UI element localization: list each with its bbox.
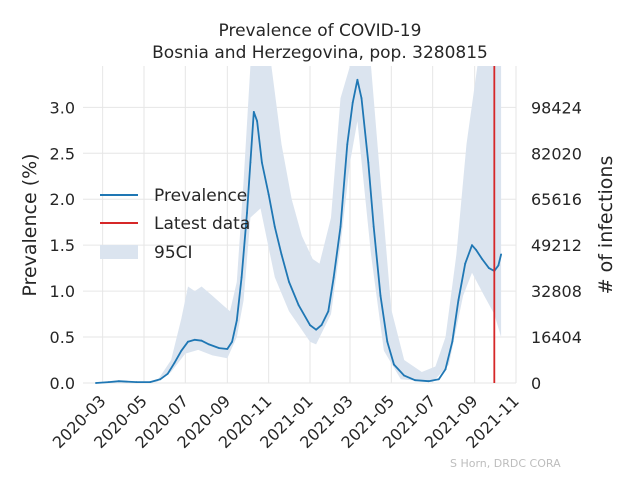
y-axis-label: Prevalence (%)	[19, 153, 41, 296]
prevalence-point	[118, 380, 120, 383]
prevalence-point	[200, 339, 203, 342]
y-tick-label: 1.0	[50, 282, 75, 301]
prevalence-point	[427, 380, 430, 383]
prevalence-point	[346, 143, 349, 146]
prevalence-point	[475, 248, 477, 251]
prevalence-point	[95, 382, 97, 384]
prevalence-point	[327, 310, 330, 313]
prevalence-point	[231, 340, 234, 343]
prevalence-point	[464, 262, 467, 265]
y-tick-label: 2.0	[50, 190, 75, 209]
prevalence-line	[95, 78, 502, 384]
y2-tick-label: 32808	[531, 282, 582, 301]
y2-axis-label: # of infections	[595, 156, 617, 295]
chart-title: Prevalence of COVID-19	[219, 21, 422, 41]
legend-ci-swatch	[100, 245, 138, 259]
prevalence-point	[393, 363, 395, 366]
y-tick-label: 0.5	[50, 328, 75, 347]
y2-tick-label: 65616	[531, 190, 582, 209]
y2-tick-label: 16404	[531, 328, 582, 347]
prevalence-point	[414, 379, 416, 382]
ci-band-layer	[95, 66, 502, 383]
prevalence-point	[332, 276, 335, 279]
prevalence-point	[226, 348, 229, 350]
prevalence-point	[457, 299, 460, 302]
prevalence-point	[252, 111, 255, 113]
chart-subtitle: Bosnia and Herzegovina, pop. 3280815	[152, 43, 488, 63]
prevalence-point	[351, 101, 354, 104]
prevalence-point	[437, 378, 440, 381]
y2-tick-label: 0	[531, 374, 541, 393]
prevalence-point	[500, 253, 502, 256]
y2-tick-label: 49212	[531, 236, 582, 255]
y-tick-label: 2.5	[50, 144, 75, 163]
prevalence-point	[246, 212, 248, 214]
prevalence-point	[256, 120, 258, 122]
prevalence-point	[367, 161, 370, 164]
prevalence-point	[280, 253, 283, 256]
prevalence-point	[273, 225, 276, 228]
legend-latest-label: Latest data	[154, 214, 250, 234]
prevalence-point	[320, 324, 323, 326]
prevalence-point	[297, 304, 300, 306]
prevalence-point	[379, 294, 382, 297]
prevalence-point	[481, 258, 483, 260]
legend-prevalence-label: Prevalence	[154, 186, 247, 206]
prevalence-point	[218, 347, 221, 349]
legend: Prevalence Latest data 95CI	[100, 186, 250, 263]
prevalence-point	[240, 276, 243, 279]
y-axis-left: 0.0 0.5 1.0 1.5 2.0 2.5 3.0	[50, 98, 75, 393]
y-axis-right: 0 16404 32808 49212 65616 82020 98424	[531, 98, 582, 393]
prevalence-point	[135, 381, 138, 383]
prevalence-point	[451, 340, 454, 343]
prevalence-point	[309, 324, 311, 326]
y-tick-label: 1.5	[50, 236, 75, 255]
prevalence-point	[315, 328, 317, 331]
prevalence-point	[166, 372, 169, 375]
prevalence-point	[173, 361, 176, 364]
y-tick-label: 0.0	[50, 374, 75, 393]
prevalence-point	[208, 343, 210, 346]
prevalence-point	[261, 161, 263, 164]
prevalence-point	[193, 338, 196, 341]
ci-band	[95, 66, 502, 383]
plot-area	[83, 66, 516, 383]
prevalence-line-layer	[95, 78, 502, 384]
prevalence-point	[180, 349, 183, 352]
prevalence-point	[235, 319, 238, 322]
prevalence-point	[471, 244, 473, 247]
prevalence-point	[187, 340, 189, 343]
prevalence-point	[497, 264, 500, 267]
prevalence-point	[360, 97, 363, 100]
y2-tick-label: 98424	[531, 98, 582, 117]
prevalence-point	[249, 161, 252, 164]
prevalence-point	[267, 193, 270, 196]
y2-tick-label: 82020	[531, 144, 582, 163]
prevalence-point	[356, 78, 359, 81]
prevalence-point	[488, 267, 490, 269]
prevalence-point	[372, 225, 375, 228]
legend-ci-label: 95CI	[154, 243, 193, 263]
prevalence-point	[149, 381, 152, 383]
prevalence-point	[288, 281, 290, 283]
credit-text: S Horn, DRDC CORA	[450, 457, 561, 470]
prevalence-point	[386, 340, 389, 343]
prevalence-point	[107, 381, 110, 383]
prevalence-point	[339, 225, 342, 228]
prevalence-point	[444, 368, 447, 371]
prevalence-point	[403, 374, 406, 377]
prevalence-point	[159, 378, 162, 381]
y-tick-label: 3.0	[50, 98, 75, 117]
